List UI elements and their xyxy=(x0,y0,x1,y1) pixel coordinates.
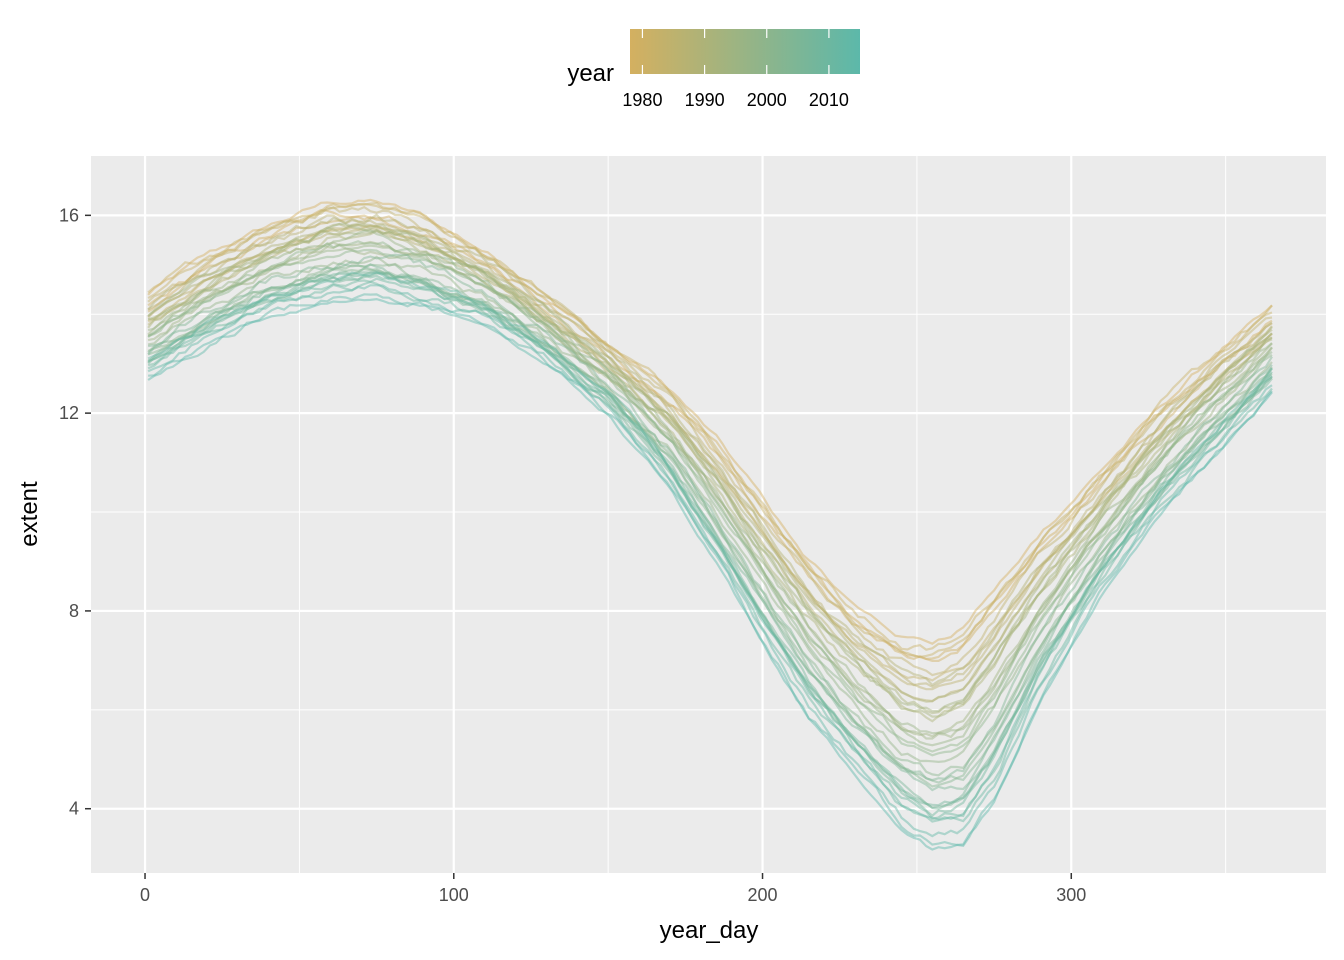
series-line-2003 xyxy=(147,263,1273,784)
series-line-1997 xyxy=(147,244,1273,747)
series-line-2014 xyxy=(148,293,1273,847)
series-line-1982 xyxy=(147,201,1273,659)
y-tick-label: 16 xyxy=(59,205,79,225)
series-line-1978 xyxy=(147,198,1273,645)
series-line-1983 xyxy=(147,225,1273,682)
series-line-1991 xyxy=(148,223,1273,715)
y-axis-title: extent xyxy=(16,481,43,547)
series-line-1980 xyxy=(147,215,1273,661)
series-lines xyxy=(147,198,1273,851)
series-line-2013 xyxy=(147,284,1273,838)
series-line-2010 xyxy=(147,277,1273,821)
series-line-1994 xyxy=(147,240,1273,738)
series-line-1998 xyxy=(147,255,1273,764)
series-line-2001 xyxy=(147,263,1273,777)
series-line-1981 xyxy=(147,202,1273,651)
series-line-2005 xyxy=(147,263,1273,792)
series-line-1979 xyxy=(147,208,1273,663)
series-line-2002 xyxy=(147,267,1273,788)
series-line-2009 xyxy=(147,274,1273,818)
series-line-2011 xyxy=(147,280,1273,823)
series-line-1999 xyxy=(147,240,1273,753)
series-line-2007 xyxy=(147,272,1273,810)
series-line-1985 xyxy=(147,223,1273,691)
legend: year 1980 1990 2000 2010 xyxy=(567,29,860,110)
plot-panel xyxy=(91,156,1326,873)
series-line-2015 xyxy=(147,297,1273,851)
y-tick-label: 12 xyxy=(59,403,79,423)
series-line-1993 xyxy=(147,222,1273,713)
series-line-1990 xyxy=(147,230,1273,723)
y-tick-label: 4 xyxy=(69,799,79,819)
x-tick-label: 100 xyxy=(439,885,469,905)
series-line-1992 xyxy=(147,228,1273,718)
grid xyxy=(91,156,1326,873)
x-tick-label: 0 xyxy=(140,885,150,905)
legend-tick-label: 2000 xyxy=(747,90,787,110)
x-axis: 0 100 200 300 xyxy=(140,873,1086,905)
x-tick-label: 300 xyxy=(1056,885,1086,905)
series-line-1995 xyxy=(147,241,1273,740)
series-line-2006 xyxy=(147,269,1273,809)
legend-title: year xyxy=(567,60,614,87)
x-tick-label: 200 xyxy=(748,885,778,905)
series-line-1984 xyxy=(147,205,1273,677)
y-tick-label: 8 xyxy=(69,601,79,621)
x-axis-title: year_day xyxy=(660,917,759,944)
y-axis: 4 8 12 16 xyxy=(59,205,91,819)
legend-tick-label: 1980 xyxy=(622,90,662,110)
series-line-2008 xyxy=(147,271,1273,807)
series-line-1986 xyxy=(147,214,1273,689)
series-line-1987 xyxy=(147,227,1273,703)
series-line-2012 xyxy=(147,270,1273,821)
legend-colorbar xyxy=(630,29,860,74)
series-line-2000 xyxy=(147,248,1273,757)
legend-tick-label: 1990 xyxy=(685,90,725,110)
series-line-1989 xyxy=(147,222,1273,703)
legend-ticks: 1980 1990 2000 2010 xyxy=(622,29,849,110)
series-line-2004 xyxy=(147,253,1273,782)
series-line-1988 xyxy=(147,213,1273,687)
legend-tick-label: 2010 xyxy=(809,90,849,110)
series-line-1996 xyxy=(147,229,1273,735)
